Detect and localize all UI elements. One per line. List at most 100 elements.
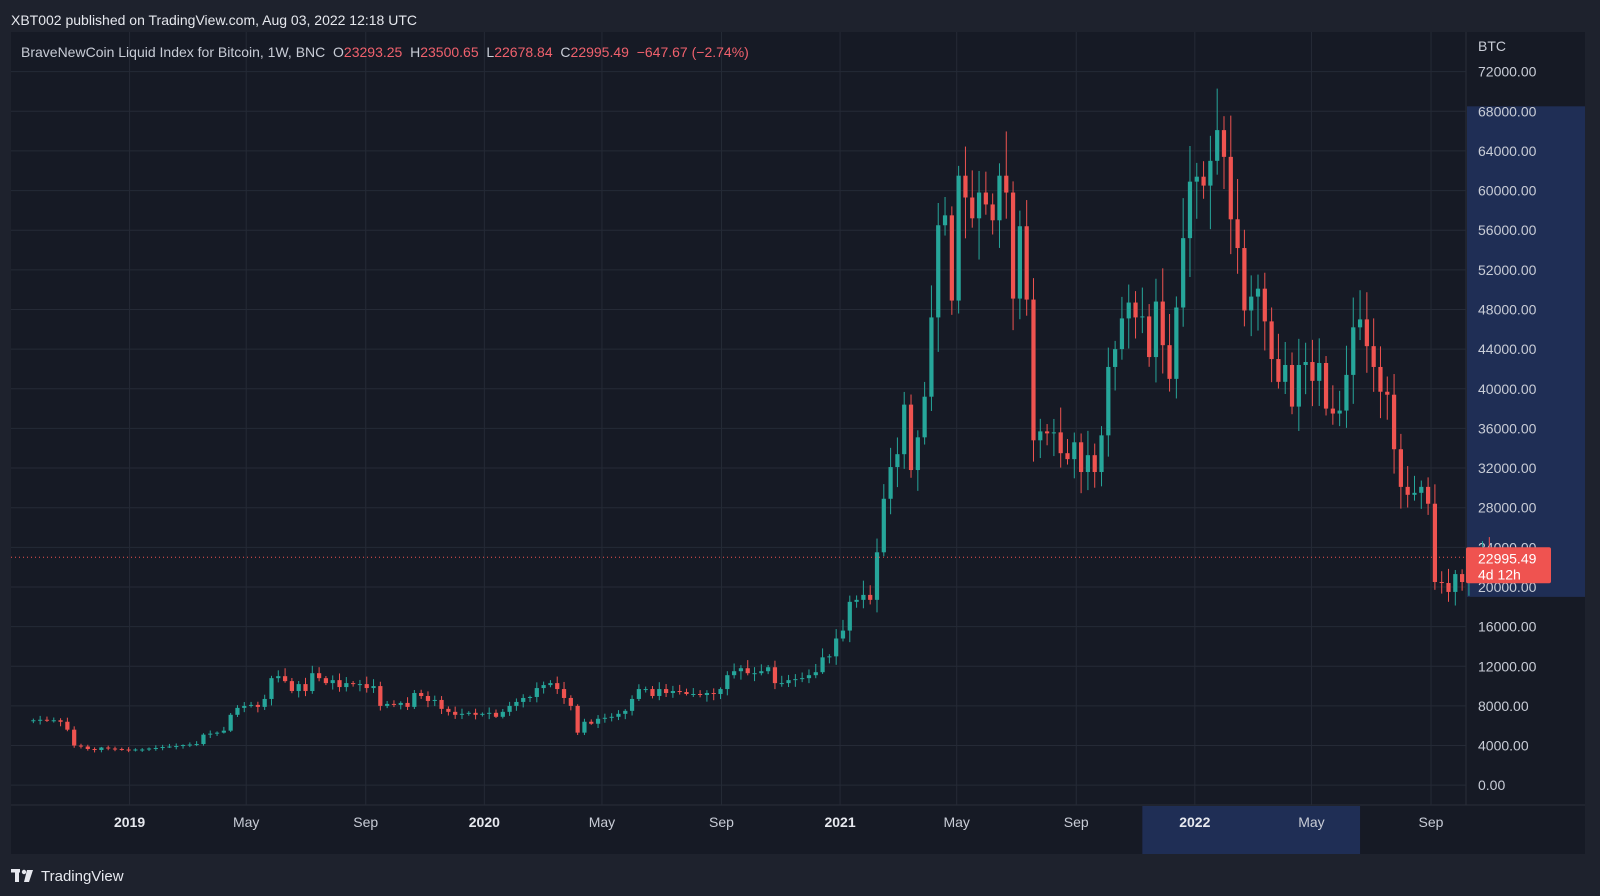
candle-body[interactable] bbox=[201, 734, 206, 745]
candle-body[interactable] bbox=[895, 454, 900, 468]
candle-body[interactable] bbox=[1221, 130, 1227, 157]
candle-body[interactable] bbox=[160, 747, 165, 749]
candle-body[interactable] bbox=[214, 732, 220, 734]
candle-body[interactable] bbox=[602, 717, 607, 719]
candle-body[interactable] bbox=[936, 225, 941, 318]
candle-body[interactable] bbox=[364, 684, 369, 689]
candle-body[interactable] bbox=[772, 667, 778, 684]
price-chart[interactable]: 0.004000.008000.0012000.0016000.0020000.… bbox=[11, 32, 1585, 854]
candle-body[interactable] bbox=[1351, 327, 1356, 375]
candle-body[interactable] bbox=[514, 701, 519, 706]
candle-body[interactable] bbox=[902, 404, 907, 455]
candle-body[interactable] bbox=[1126, 302, 1131, 319]
candle-body[interactable] bbox=[1208, 160, 1213, 186]
candle-body[interactable] bbox=[697, 694, 703, 696]
candle-body[interactable] bbox=[793, 679, 798, 681]
candle-body[interactable] bbox=[663, 689, 669, 694]
candle-body[interactable] bbox=[1031, 299, 1036, 441]
candle-body[interactable] bbox=[1010, 192, 1016, 299]
candle-body[interactable] bbox=[527, 696, 533, 698]
candle-body[interactable] bbox=[949, 215, 954, 301]
candle-body[interactable] bbox=[351, 683, 356, 685]
candle-body[interactable] bbox=[106, 747, 111, 749]
candle-body[interactable] bbox=[44, 719, 50, 721]
candle-body[interactable] bbox=[1024, 226, 1029, 300]
candle-body[interactable] bbox=[1330, 408, 1335, 414]
candle-body[interactable] bbox=[1337, 410, 1342, 414]
candle-body[interactable] bbox=[337, 680, 342, 688]
candle-body[interactable] bbox=[493, 712, 499, 717]
candle-body[interactable] bbox=[248, 704, 254, 706]
candle-body[interactable] bbox=[1174, 307, 1179, 379]
candle-body[interactable] bbox=[398, 702, 403, 705]
candle-body[interactable] bbox=[813, 672, 818, 676]
candle-body[interactable] bbox=[296, 684, 301, 692]
candle-body[interactable] bbox=[929, 317, 934, 397]
candle-body[interactable] bbox=[405, 702, 410, 707]
candle-body[interactable] bbox=[487, 712, 492, 714]
candle-body[interactable] bbox=[1228, 156, 1233, 220]
candle-body[interactable] bbox=[1194, 176, 1199, 182]
candle-body[interactable] bbox=[167, 746, 172, 748]
candle-body[interactable] bbox=[187, 744, 192, 746]
candle-body[interactable] bbox=[78, 745, 84, 747]
candle-body[interactable] bbox=[1303, 362, 1308, 365]
candle-body[interactable] bbox=[718, 689, 723, 695]
candle-body[interactable] bbox=[820, 657, 825, 673]
candle-body[interactable] bbox=[623, 710, 628, 714]
candle-body[interactable] bbox=[1344, 374, 1349, 411]
candle-body[interactable] bbox=[1255, 288, 1261, 297]
candle-body[interactable] bbox=[990, 204, 995, 221]
candle-body[interactable] bbox=[1038, 431, 1043, 441]
candle-body[interactable] bbox=[541, 685, 546, 689]
candle-body[interactable] bbox=[310, 673, 315, 692]
candle-body[interactable] bbox=[1269, 321, 1274, 360]
candle-body[interactable] bbox=[1357, 319, 1363, 328]
candle-body[interactable] bbox=[521, 697, 526, 702]
candle-body[interactable] bbox=[800, 678, 805, 680]
candle-body[interactable] bbox=[1004, 175, 1009, 193]
candle-body[interactable] bbox=[609, 716, 614, 718]
candle-body[interactable] bbox=[1289, 364, 1295, 407]
candle-body[interactable] bbox=[371, 686, 376, 689]
candle-body[interactable] bbox=[344, 683, 349, 688]
candle-body[interactable] bbox=[1113, 349, 1118, 367]
candle-body[interactable] bbox=[725, 675, 730, 690]
candle-body[interactable] bbox=[1187, 181, 1193, 239]
candle-body[interactable] bbox=[738, 668, 744, 672]
candle-body[interactable] bbox=[133, 749, 138, 751]
candle-body[interactable] bbox=[119, 749, 124, 751]
candle-body[interactable] bbox=[412, 693, 417, 707]
candle-body[interactable] bbox=[888, 467, 893, 499]
candle-body[interactable] bbox=[786, 680, 791, 684]
candle-body[interactable] bbox=[1147, 316, 1152, 358]
candle-body[interactable] bbox=[85, 746, 90, 750]
candle-body[interactable] bbox=[1235, 219, 1240, 249]
candle-body[interactable] bbox=[316, 673, 322, 679]
candle-body[interactable] bbox=[534, 688, 539, 697]
candle-body[interactable] bbox=[330, 680, 335, 684]
candle-body[interactable] bbox=[1405, 486, 1410, 495]
candle-body[interactable] bbox=[1085, 455, 1091, 473]
candle-body[interactable] bbox=[58, 720, 63, 722]
candle-body[interactable] bbox=[657, 689, 662, 696]
candle-body[interactable] bbox=[1215, 130, 1220, 161]
candle-body[interactable] bbox=[1283, 364, 1288, 382]
candle-body[interactable] bbox=[459, 713, 465, 715]
candle-body[interactable] bbox=[1453, 574, 1458, 592]
candle-body[interactable] bbox=[453, 711, 458, 715]
candle-body[interactable] bbox=[1092, 455, 1097, 473]
candle-body[interactable] bbox=[827, 656, 832, 658]
candle-body[interactable] bbox=[956, 175, 961, 301]
candle-body[interactable] bbox=[323, 678, 329, 684]
candle-body[interactable] bbox=[228, 714, 233, 731]
candle-body[interactable] bbox=[759, 671, 764, 674]
candle-body[interactable] bbox=[1051, 432, 1057, 434]
candle-body[interactable] bbox=[99, 747, 104, 750]
candle-body[interactable] bbox=[439, 699, 444, 709]
candle-body[interactable] bbox=[269, 678, 274, 699]
candle-body[interactable] bbox=[1242, 248, 1247, 311]
candle-body[interactable] bbox=[235, 707, 240, 715]
candle-body[interactable] bbox=[874, 552, 880, 600]
candle-body[interactable] bbox=[704, 693, 710, 695]
